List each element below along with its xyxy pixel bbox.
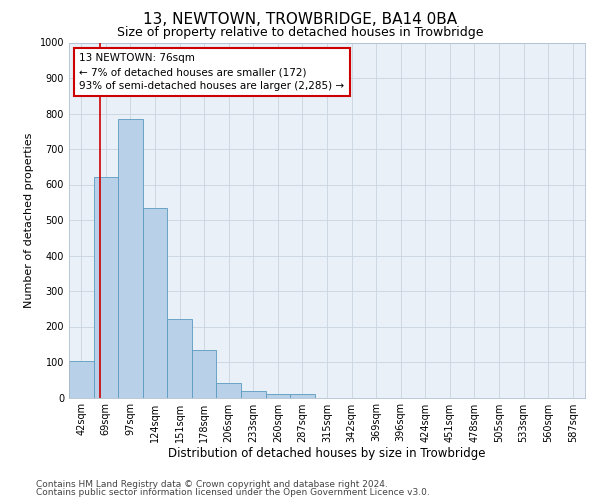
Bar <box>266 394 290 398</box>
Bar <box>241 391 266 398</box>
Bar <box>290 394 315 398</box>
Bar <box>167 318 192 398</box>
Bar <box>192 350 217 398</box>
Text: 13 NEWTOWN: 76sqm
← 7% of detached houses are smaller (172)
93% of semi-detached: 13 NEWTOWN: 76sqm ← 7% of detached house… <box>79 53 344 91</box>
Bar <box>69 361 94 398</box>
Y-axis label: Number of detached properties: Number of detached properties <box>24 132 34 308</box>
Text: Contains HM Land Registry data © Crown copyright and database right 2024.: Contains HM Land Registry data © Crown c… <box>36 480 388 489</box>
Text: Contains public sector information licensed under the Open Government Licence v3: Contains public sector information licen… <box>36 488 430 497</box>
Bar <box>143 208 167 398</box>
Bar <box>217 382 241 398</box>
Bar <box>94 176 118 398</box>
Bar <box>118 119 143 398</box>
X-axis label: Distribution of detached houses by size in Trowbridge: Distribution of detached houses by size … <box>168 448 486 460</box>
Text: 13, NEWTOWN, TROWBRIDGE, BA14 0BA: 13, NEWTOWN, TROWBRIDGE, BA14 0BA <box>143 12 457 28</box>
Text: Size of property relative to detached houses in Trowbridge: Size of property relative to detached ho… <box>117 26 483 39</box>
